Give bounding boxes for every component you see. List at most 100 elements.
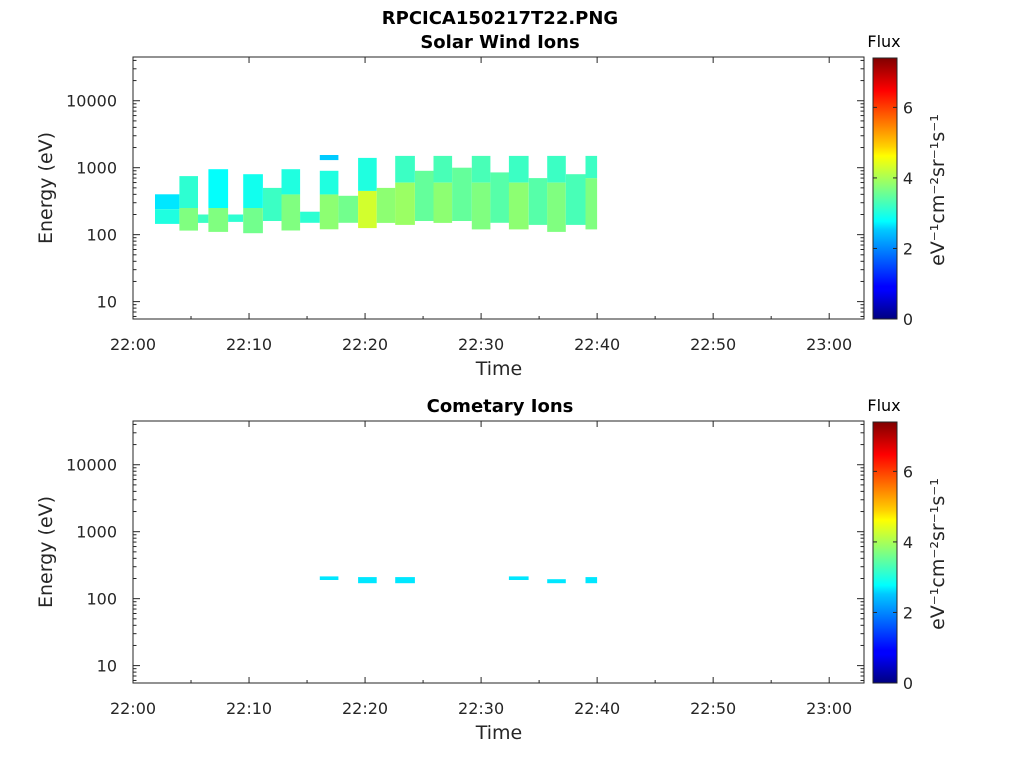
- heatmap-cell: [433, 155, 453, 183]
- colorbar-ticks: 0 2 4 6: [873, 98, 913, 329]
- y-ticks: 10 100 1000 10000: [66, 59, 864, 317]
- heatmap-cell: [395, 577, 415, 584]
- colorbar-tick-label: 6: [903, 462, 913, 481]
- panel-title: Cometary Ions: [427, 396, 574, 417]
- x-tick-label: 23:00: [806, 335, 852, 354]
- heatmap-cell: [358, 190, 377, 229]
- colorbar-solar-wind: Flux eV⁻¹cm⁻²sr⁻¹s⁻¹ 0 2 4 6: [867, 32, 949, 329]
- heatmap-cell: [155, 194, 180, 210]
- heatmap-cell: [208, 169, 229, 208]
- heatmap-cell: [490, 172, 509, 223]
- cometary-panel: Cometary Ions Time Energy (eV) 22:00 22:1…: [35, 396, 865, 744]
- heatmap-cell: [452, 167, 472, 221]
- heatmap-cell: [433, 182, 453, 223]
- heatmap-cell: [528, 178, 548, 225]
- y-tick-label: 1000: [76, 159, 117, 178]
- x-tick-label: 22:00: [110, 335, 156, 354]
- colorbar-tick-label: 2: [903, 239, 913, 258]
- heatmap-cell: [228, 214, 244, 222]
- x-ticks: 22:00 22:10 22:20 22:30 22:40 22:50 23:00: [110, 421, 852, 718]
- heatmap-cell: [243, 174, 263, 208]
- heatmap-cell: [547, 182, 566, 232]
- x-tick-label: 22:40: [574, 699, 620, 718]
- colorbar-tick-label: 6: [903, 98, 913, 117]
- x-tick-label: 22:50: [690, 699, 736, 718]
- y-tick-label: 100: [86, 226, 117, 245]
- heatmap-cell: [319, 170, 339, 195]
- panel-title: Solar Wind Ions: [420, 32, 579, 53]
- plot-frame: [132, 420, 865, 684]
- colorbar-tick-label: 0: [903, 310, 913, 329]
- y-tick-label: 100: [86, 590, 117, 609]
- heatmap-cell: [300, 211, 320, 223]
- heatmap-cell: [319, 194, 339, 230]
- colorbar-ticks: 0 2 4 6: [873, 462, 913, 693]
- heatmap-cell: [395, 155, 415, 183]
- solar-wind-panel: Solar Wind Ions Time Energy (eV) 22:00 22…: [35, 32, 865, 380]
- y-tick-label: 1000: [76, 523, 117, 542]
- x-tick-label: 22:40: [574, 335, 620, 354]
- heatmap-cell: [585, 155, 598, 179]
- heatmap-cell: [208, 208, 229, 232]
- heatmap-cell: [376, 187, 396, 223]
- colorbar-cometary: Flux eV⁻¹cm⁻²sr⁻¹s⁻¹ 0 2 4 6: [867, 396, 949, 693]
- colorbar-gradient: [872, 57, 898, 320]
- y-tick-label: 10000: [66, 456, 117, 475]
- heatmap-cell: [395, 182, 415, 225]
- colorbar-gradient: [872, 421, 898, 684]
- x-tick-label: 23:00: [806, 699, 852, 718]
- colorbar-label: eV⁻¹cm⁻²sr⁻¹s⁻¹: [927, 478, 949, 630]
- x-tick-label: 22:30: [458, 699, 504, 718]
- heatmap-cell: [471, 182, 491, 230]
- heatmap-cell: [508, 155, 529, 183]
- heatmap-cell: [281, 169, 301, 195]
- heatmap-cell: [319, 576, 339, 580]
- colorbar-tick-label: 2: [903, 603, 913, 622]
- x-tick-label: 22:20: [342, 699, 388, 718]
- x-tick-label: 22:10: [226, 335, 272, 354]
- heatmap-cell: [281, 194, 301, 231]
- y-tick-label: 10: [97, 293, 117, 312]
- heatmap-cell: [471, 155, 491, 183]
- colorbar-tick-label: 4: [903, 533, 913, 552]
- colorbar-label: eV⁻¹cm⁻²sr⁻¹s⁻¹: [927, 114, 949, 266]
- heatmap-cell: [338, 195, 359, 223]
- heatmap-cell: [547, 155, 566, 183]
- heatmap-cells: [155, 155, 598, 234]
- heatmap-cell: [565, 174, 586, 225]
- x-axis-label: Time: [475, 358, 523, 380]
- colorbar-tick-label: 0: [903, 674, 913, 693]
- colorbar-title: Flux: [867, 32, 900, 51]
- x-ticks: 22:00 22:10 22:20 22:30 22:40 22:50 23:00: [110, 57, 852, 354]
- heatmap-cell: [415, 170, 434, 221]
- x-tick-label: 22:50: [690, 335, 736, 354]
- heatmap-cells: [319, 576, 598, 584]
- y-tick-label: 10000: [66, 92, 117, 111]
- heatmap-cell: [198, 214, 209, 223]
- heatmap-cell: [508, 182, 529, 230]
- y-tick-label: 10: [97, 657, 117, 676]
- heatmap-cell: [585, 178, 598, 230]
- heatmap-cell: [179, 176, 198, 208]
- x-tick-label: 22:20: [342, 335, 388, 354]
- heatmap-cell: [263, 187, 282, 221]
- heatmap-cell: [243, 208, 263, 234]
- heatmap-cell: [585, 577, 598, 584]
- heatmap-cell: [547, 579, 566, 584]
- heatmap-cell: [319, 155, 339, 161]
- x-tick-label: 22:30: [458, 335, 504, 354]
- heatmap-cell: [358, 577, 377, 584]
- x-tick-label: 22:10: [226, 699, 272, 718]
- heatmap-cell: [155, 209, 180, 224]
- y-axis-label: Energy (eV): [35, 496, 57, 608]
- y-ticks: 10 100 1000 10000: [66, 423, 864, 681]
- heatmap-cell: [508, 576, 529, 580]
- heatmap-cell: [358, 157, 377, 191]
- x-axis-label: Time: [475, 722, 523, 744]
- colorbar-title: Flux: [867, 396, 900, 415]
- y-axis-label: Energy (eV): [35, 132, 57, 244]
- x-tick-label: 22:00: [110, 699, 156, 718]
- heatmap-cell: [179, 208, 198, 231]
- colorbar-tick-label: 4: [903, 169, 913, 188]
